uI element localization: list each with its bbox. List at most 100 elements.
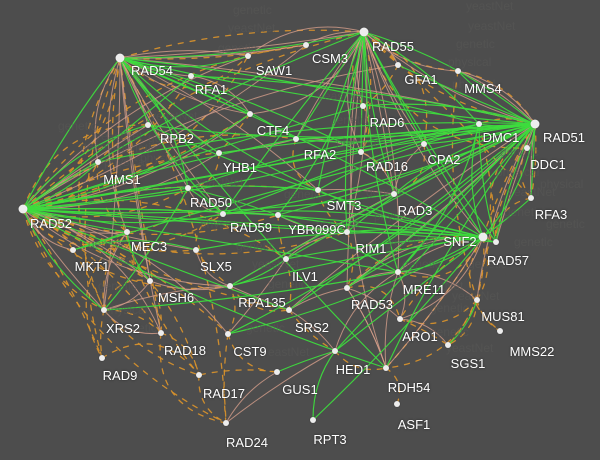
graph-node-ilv1[interactable]: [283, 256, 289, 262]
graph-node-cst9[interactable]: [225, 331, 231, 337]
node-label-rad57[interactable]: RAD57: [487, 253, 529, 268]
graph-node-msh6[interactable]: [147, 278, 153, 284]
graph-node-rad18[interactable]: [158, 330, 164, 336]
node-label-cpa2[interactable]: CPA2: [427, 152, 461, 167]
graph-node-ddc1[interactable]: [524, 145, 530, 151]
graph-node-rad50[interactable]: [185, 185, 191, 191]
node-label-rad51[interactable]: RAD51: [543, 130, 585, 145]
node-label-gfa1[interactable]: GFA1: [404, 72, 438, 87]
graph-node-mec3[interactable]: [124, 229, 130, 235]
graph-node-rad54[interactable]: [115, 53, 125, 63]
node-label-mre11[interactable]: MRE11: [402, 282, 446, 297]
graph-node-rpb2[interactable]: [145, 122, 151, 128]
graph-node-rad51[interactable]: [530, 119, 540, 129]
node-label-rad54[interactable]: RAD54: [131, 63, 173, 78]
graph-node-mms22[interactable]: [497, 328, 503, 334]
node-label-rad6[interactable]: RAD6: [369, 115, 405, 130]
node-label-yhb1[interactable]: YHB1: [223, 160, 257, 175]
node-label-hed1[interactable]: HED1: [335, 362, 371, 377]
node-label-rad50[interactable]: RAD50: [190, 195, 232, 210]
node-label-snf2[interactable]: SNF2: [443, 234, 477, 249]
graph-node-gfa1[interactable]: [395, 62, 401, 68]
graph-node-rim1[interactable]: [344, 229, 350, 235]
node-label-rad17[interactable]: RAD17: [203, 386, 245, 401]
graph-node-cpa2[interactable]: [421, 141, 427, 147]
node-label-mms4[interactable]: MMS4: [464, 81, 502, 96]
graph-node-rad6[interactable]: [360, 103, 366, 109]
node-label-aro1[interactable]: ARO1: [402, 329, 438, 344]
node-label-mms22[interactable]: MMS22: [509, 344, 555, 359]
graph-node-rad17[interactable]: [196, 372, 202, 378]
graph-node-rad59[interactable]: [220, 211, 226, 217]
node-label-rdh54[interactable]: RDH54: [387, 380, 431, 395]
graph-node-rpa135[interactable]: [227, 283, 233, 289]
node-label-mec3[interactable]: MEC3: [130, 239, 168, 254]
graph-node-asf1[interactable]: [394, 401, 400, 407]
node-label-rfa1[interactable]: RFA1: [194, 82, 228, 97]
node-label-rad52[interactable]: RAD52: [30, 216, 72, 231]
node-label-smt3[interactable]: SMT3: [326, 198, 362, 213]
graph-node-ybr099c[interactable]: [275, 212, 281, 218]
graph-node-xrs2[interactable]: [101, 307, 107, 313]
graph-node-mus81[interactable]: [474, 297, 480, 303]
graph-node-rfa3[interactable]: [528, 195, 534, 201]
node-label-saw1[interactable]: SAW1: [255, 63, 293, 78]
node-label-ddc1[interactable]: DDC1: [530, 157, 566, 172]
graph-node-dmc1[interactable]: [476, 121, 482, 127]
graph-node-rpt3[interactable]: [310, 417, 316, 423]
node-label-rfa3[interactable]: RFA3: [534, 207, 568, 222]
node-label-rad59[interactable]: RAD59: [230, 220, 272, 235]
graph-node-ctf4[interactable]: [247, 111, 253, 117]
graph-node-snf2[interactable]: [478, 232, 488, 242]
graph-node-gus1[interactable]: [274, 369, 280, 375]
node-label-rad55[interactable]: RAD55: [372, 39, 414, 54]
node-label-gus1[interactable]: GUS1: [282, 382, 318, 397]
graph-node-mre11[interactable]: [395, 269, 401, 275]
node-label-srs2[interactable]: SRS2: [295, 320, 329, 335]
graph-node-rdh54[interactable]: [383, 365, 389, 371]
graph-node-rad57[interactable]: [493, 239, 499, 245]
graph-node-mkt1[interactable]: [70, 247, 76, 253]
graph-node-rad3[interactable]: [391, 191, 397, 197]
node-label-rim1[interactable]: RIM1: [355, 241, 387, 256]
graph-node-rad24[interactable]: [223, 420, 229, 426]
node-label-mms1[interactable]: MMS1: [103, 172, 141, 187]
node-label-slx5[interactable]: SLX5: [200, 259, 232, 274]
node-label-msh6[interactable]: MSH6: [157, 290, 195, 305]
graph-node-rad53[interactable]: [344, 285, 350, 291]
node-label-csm3[interactable]: CSM3: [311, 51, 349, 66]
graph-node-rad52[interactable]: [18, 204, 28, 214]
graph-node-rad55[interactable]: [359, 27, 369, 37]
graph-node-slx5[interactable]: [193, 247, 199, 253]
graph-node-aro1[interactable]: [397, 316, 403, 322]
graph-node-rad16[interactable]: [358, 149, 364, 155]
node-label-ybr099c[interactable]: YBR099C: [288, 222, 346, 237]
node-label-mkt1[interactable]: MKT1: [74, 259, 110, 274]
node-label-rad18[interactable]: RAD18: [164, 343, 206, 358]
node-label-rad9[interactable]: RAD9: [102, 368, 138, 383]
node-label-rad24[interactable]: RAD24: [226, 435, 268, 450]
node-label-rad3[interactable]: RAD3: [397, 203, 433, 218]
graph-node-saw1[interactable]: [245, 53, 251, 59]
graph-node-mms4[interactable]: [455, 68, 461, 74]
node-label-dmc1[interactable]: DMC1: [482, 130, 520, 145]
graph-node-mms1[interactable]: [95, 159, 101, 165]
node-label-cst9[interactable]: CST9: [233, 344, 267, 359]
node-label-rfa2[interactable]: RFA2: [303, 147, 337, 162]
node-label-sgs1[interactable]: SGS1: [450, 356, 486, 371]
node-label-xrs2[interactable]: XRS2: [106, 321, 140, 336]
node-label-rpa135[interactable]: RPA135: [238, 295, 286, 310]
graph-node-csm3[interactable]: [303, 42, 309, 48]
graph-node-rfa2[interactable]: [293, 136, 299, 142]
node-label-asf1[interactable]: ASF1: [397, 417, 431, 432]
graph-node-smt3[interactable]: [315, 187, 321, 193]
graph-node-rad9[interactable]: [99, 355, 105, 361]
node-label-rpt3[interactable]: RPT3: [313, 432, 347, 447]
graph-node-hed1[interactable]: [332, 348, 338, 354]
node-label-rpb2[interactable]: RPB2: [160, 131, 194, 146]
graph-node-rfa1[interactable]: [188, 73, 194, 79]
node-label-ctf4[interactable]: CTF4: [256, 123, 290, 138]
node-label-mus81[interactable]: MUS81: [481, 309, 525, 324]
graph-node-sgs1[interactable]: [445, 342, 451, 348]
